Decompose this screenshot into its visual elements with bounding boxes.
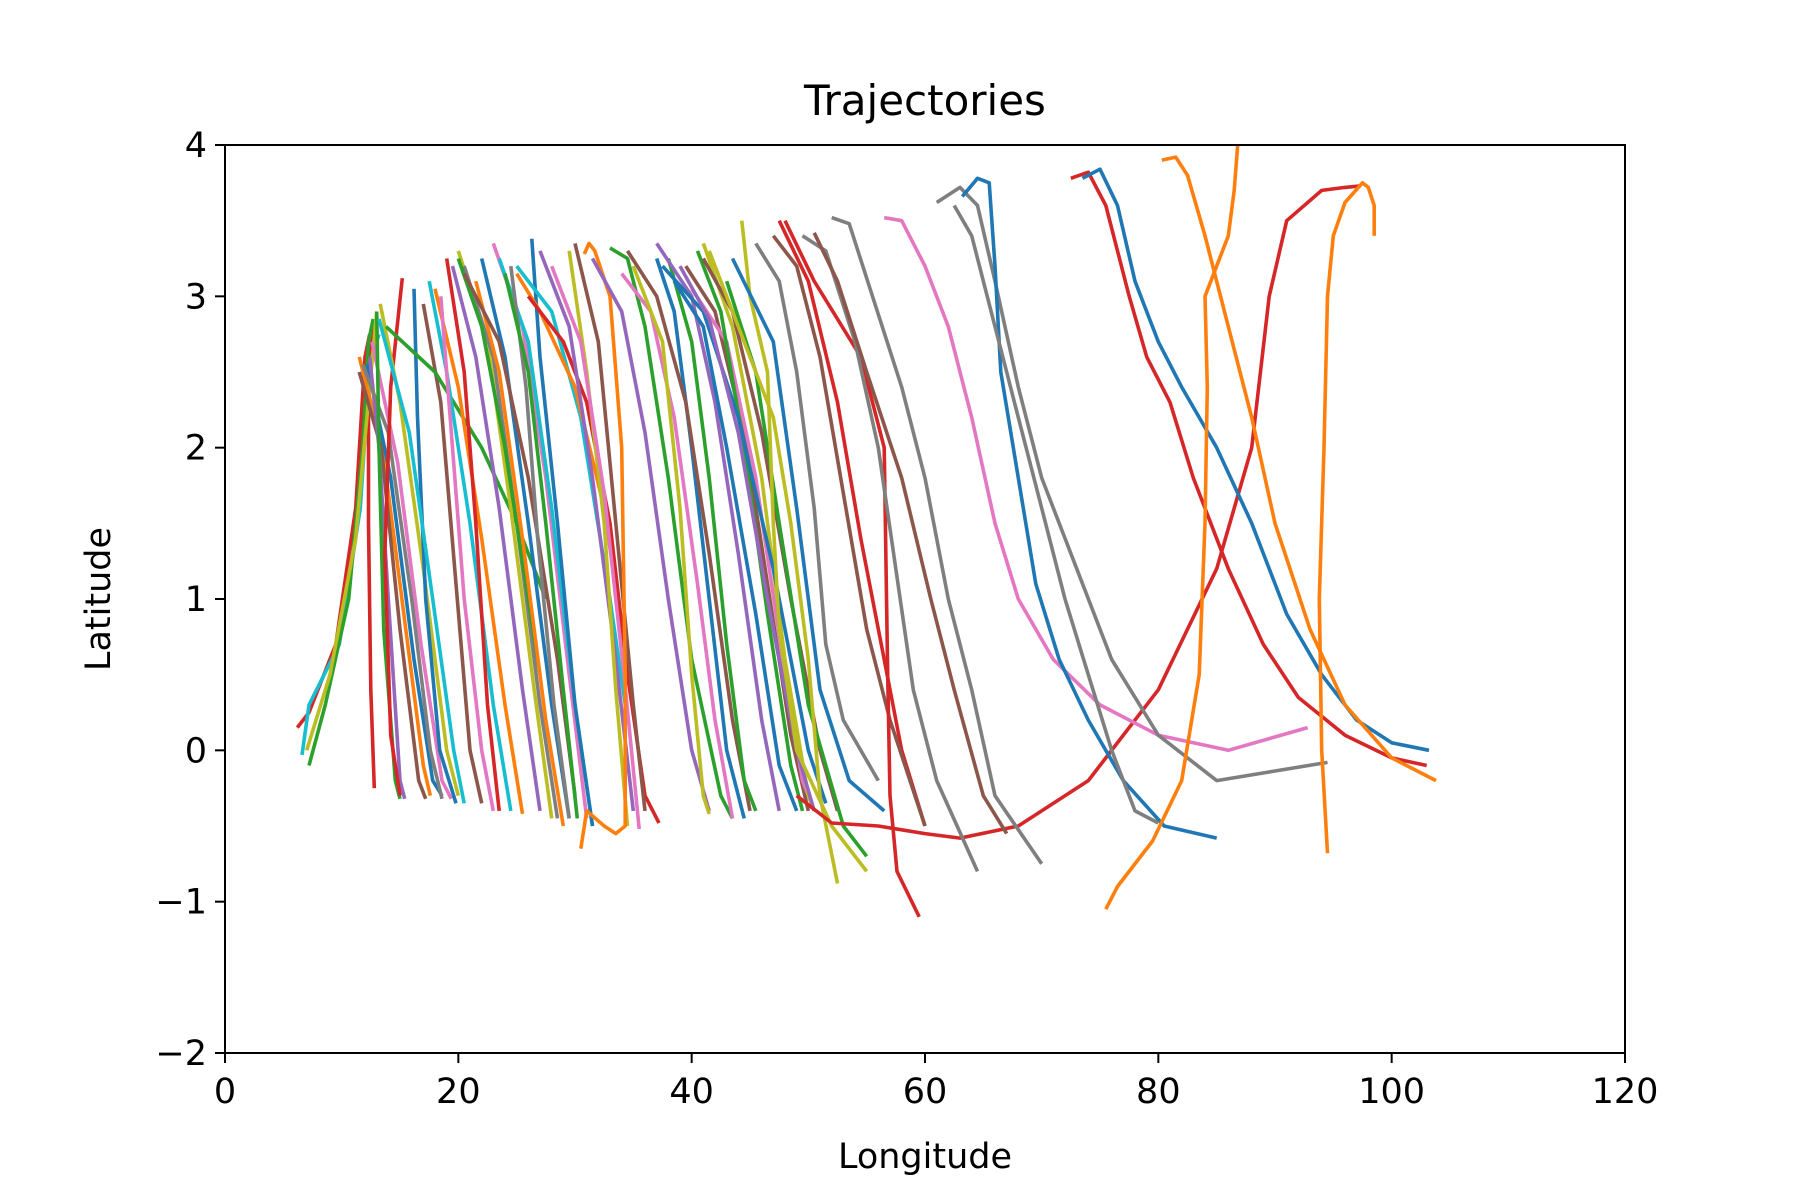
x-axis: 0 20 40 60 80 100 120 [214,1053,1659,1112]
trajectory-line-12 [382,278,405,796]
trajectory-line-47 [631,265,711,815]
trajectory-line-20 [439,296,496,812]
trajectory-line-19 [433,288,525,815]
x-axis-title: Longitude [838,1137,1012,1177]
x-tick-label: 20 [436,1072,481,1112]
trajectory-line-68 [812,232,1009,835]
trajectory-line-39 [573,242,647,812]
trajectory-line-49 [655,242,781,812]
y-tick-label: −2 [155,1034,207,1074]
trajectory-line-27 [474,280,566,827]
trajectory-line-55 [661,264,828,804]
y-tick-label: −1 [155,883,207,923]
trajectory-line-61 [730,257,886,813]
trajectory-line-14 [412,288,458,804]
x-tick-label: 120 [1592,1072,1659,1112]
trajectory-line-18 [427,280,513,812]
trajectory-line-73 [952,204,1160,825]
x-tick-label: 40 [669,1072,714,1112]
trajectory-line-46 [625,249,752,812]
y-axis-title: Latitude [79,527,119,671]
trajectory-line-50 [672,280,799,812]
trajectory-line-8 [357,371,428,800]
y-axis: −2 −1 0 1 2 3 4 [155,126,225,1074]
trajectory-line-48 [666,258,758,812]
trajectory-line-4 [304,311,379,751]
trajectory-line-0 [366,326,377,789]
x-tick-label: 60 [903,1072,948,1112]
trajectory-line-15 [377,318,466,804]
trajectory-line-44 [654,257,746,819]
trajectory-line-42 [609,246,735,820]
trajectory-line-9 [367,356,407,800]
trajectory-line-32 [530,238,595,827]
trajectory-line-45 [620,272,735,819]
y-tick-label: 1 [185,580,207,620]
trajectory-line-37 [538,250,636,812]
y-tick-label: 4 [185,126,207,166]
x-tick-label: 80 [1136,1072,1181,1112]
trajectory-line-43 [590,257,711,812]
trajectory-line-22 [444,258,501,812]
trajectory-line-74 [1070,170,1428,768]
x-tick-label: 0 [214,1072,236,1112]
x-tick-label: 100 [1358,1072,1425,1112]
trajectory-line-51 [684,265,811,812]
chart-title: Trajectories [803,76,1046,125]
trajectory-line-52 [690,287,816,812]
trajectory-line-6 [365,364,444,797]
trajectory-line-38 [567,250,630,827]
trajectory-line-76 [1161,155,1437,783]
y-tick-label: 3 [185,277,207,317]
trajectory-line-41 [579,241,628,849]
trajectory-line-70 [883,215,1309,753]
trajectory-line-72 [960,176,1218,840]
y-tick-label: 2 [185,429,207,469]
trajectory-line-77 [1104,145,1240,911]
trajectory-line-62 [754,242,880,782]
trajectory-line-66 [795,184,1361,840]
series-group [295,145,1437,918]
trajectory-line-40 [550,265,641,830]
trajectory-line-69 [831,215,1044,865]
trajectory-line-17 [384,325,548,600]
trajectory-line-65 [783,219,921,918]
trajectory-line-59 [707,250,840,884]
trajectory-line-36 [503,273,580,819]
y-tick-label: 0 [185,731,207,771]
trajectory-line-71 [935,185,1328,783]
trajectory-line-60 [740,220,869,873]
trajectory-line-21 [450,265,542,812]
trajectory-line-78 [1317,181,1376,854]
trajectory-line-16 [421,303,484,804]
